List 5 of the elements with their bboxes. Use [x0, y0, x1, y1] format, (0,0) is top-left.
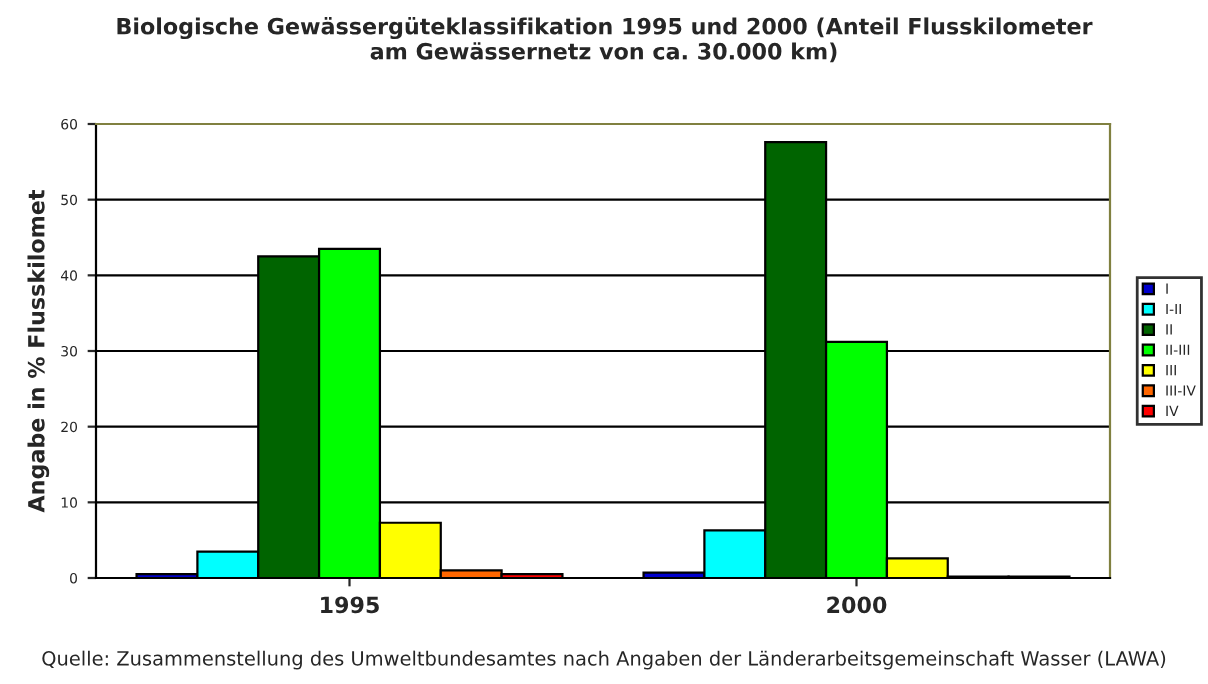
chart-title: Biologische Gewässergüteklassifikation 1995 und 2000 (Anteil Flusskilometer am Gewässernetz von ca. 30.000 km) — [117, 17, 1093, 63]
x-tick-label: 1995 — [321, 596, 379, 614]
x-tick-label: 2000 — [827, 596, 887, 614]
source-note: Quelle: Zusammenstellung des Umweltbundesamtes nach Angaben der Länderarbeitsgemeinschaft Wasser (LAWA) — [42, 650, 1166, 670]
y-axis-title: Angabe in % Flusskilomet — [27, 190, 50, 513]
